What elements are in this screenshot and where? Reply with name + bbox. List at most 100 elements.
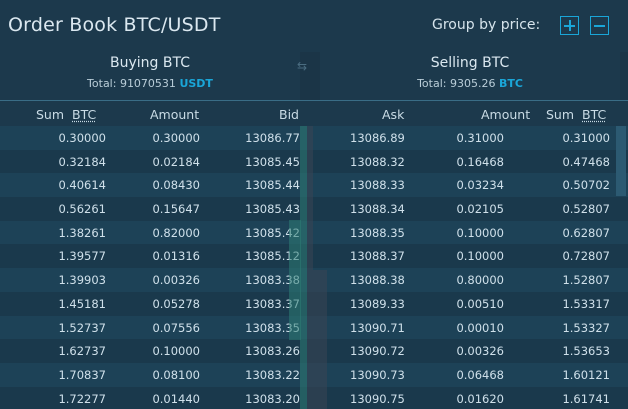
bid-header[interactable]: Bid [279,107,299,122]
ask-cell: 13088.37 [350,249,405,264]
sell-amount-header[interactable]: Amount [481,107,531,122]
buy-sum-cell: 0.32184 [58,154,106,169]
ask-cell: 13090.75 [350,391,405,406]
bid-cell: 13083.37 [245,296,300,311]
buying-title: Buying BTC [110,55,190,71]
buy-amount-cell: 0.01316 [152,249,200,264]
bid-cell: 13085.42 [245,225,300,240]
sell-amount-cell: 0.00326 [456,344,504,359]
ask-header[interactable]: Ask [382,107,405,122]
order-rows: 0.30000 0.30000 13086.77 13086.89 0.31000 0.3… [0,126,628,409]
sell-amount-cell: 0.10000 [456,249,504,264]
sell-amount-cell: 0.10000 [456,225,504,240]
ask-cell: 13090.71 [350,320,405,335]
bid-cell: 13085.45 [245,154,300,169]
sell-amount-cell: 0.00510 [456,296,504,311]
sell-sum-cell: 0.47468 [562,154,610,169]
ask-cell: 13088.33 [350,178,405,193]
ask-cell: 13088.34 [350,202,405,217]
sell-amount-cell: 0.16468 [456,154,504,169]
buy-amount-cell: 0.07556 [152,320,200,335]
sell-amount-cell: 0.03234 [456,178,504,193]
sell-sum-cell: 0.72807 [562,249,610,264]
ask-cell: 13088.32 [350,154,405,169]
buy-amount-cell: 0.30000 [152,131,200,145]
ask-depth-bar [307,126,313,409]
buy-sum-cell: 1.70837 [58,367,106,382]
buying-currency: USDT [179,77,213,90]
group-increase-button[interactable] [560,16,579,35]
buy-amount-cell: 0.00326 [152,273,200,288]
buy-sum-cell: 1.52737 [58,320,106,335]
buy-sum-cell: 0.56261 [58,202,106,217]
table-row[interactable]: 1.72277 0.01440 13083.20 13090.75 0.01620 1.6… [0,386,628,409]
ask-cell: 13090.72 [350,344,405,359]
buy-sum-cell: 1.39577 [58,249,106,264]
swap-arrows-icon[interactable]: ⇆ [297,59,308,73]
sell-sum-cell: 1.61741 [562,391,610,406]
bid-cell: 13085.43 [245,202,300,217]
buy-sum-cell: 1.38261 [58,225,106,240]
sell-sum-cell: 0.52807 [562,202,610,217]
sell-amount-cell: 0.02105 [456,202,504,217]
selling-currency: BTC [498,77,523,90]
table-row[interactable]: 0.32184 0.02184 13085.45 13088.32 0.16468 0.4… [0,149,628,174]
sell-sum-cell: 0.62807 [562,225,610,240]
sell-amount-cell: 0.06468 [456,367,504,382]
buy-amount-cell: 0.08430 [152,178,200,193]
ask-cell: 13088.35 [350,225,405,240]
bid-depth-bar [289,220,301,340]
ask-cell: 13090.73 [350,367,405,382]
buy-amount-cell: 0.05278 [152,296,200,311]
buy-sum-cell: 1.72277 [58,391,106,406]
sell-sum-cell: 0.50702 [562,178,610,193]
page-title: Order Book BTC/USDT [8,14,221,36]
bid-depth-bar [300,126,307,409]
sell-amount-cell: 0.80000 [456,273,504,288]
table-row[interactable]: 0.56261 0.15647 13085.43 13088.34 0.02105 0.5… [0,197,628,221]
sell-amount-cell: 0.00010 [456,320,504,335]
sell-sum-cell: 1.53317 [562,296,610,311]
buy-amount-cell: 0.08100 [152,367,200,382]
bid-cell: 13086.77 [245,131,300,145]
sell-sum-cell: 1.53327 [562,320,610,335]
table-row[interactable]: 1.38261 0.82000 13085.42 13088.35 0.10000 0.6… [0,220,628,245]
sell-sum-cell: 1.52807 [562,273,610,288]
minus-icon [594,25,605,27]
buy-amount-header[interactable]: Amount [150,107,200,122]
buying-header: Buying BTC Total: 91070531 USDT [0,52,300,100]
buy-amount-cell: 0.01440 [152,391,200,406]
ask-cell: 13086.89 [350,131,405,145]
bid-cell: 13083.38 [245,273,300,288]
bid-cell: 13083.22 [245,367,300,382]
ask-cell: 13088.38 [350,273,405,288]
bid-cell: 13085.44 [245,178,300,193]
buying-total: Total: 91070531 USDT [87,77,213,90]
buy-sum-cell: 0.40614 [58,178,106,193]
buy-amount-cell: 0.10000 [152,344,200,359]
sell-amount-cell: 0.31000 [456,131,504,145]
selling-total: Total: 9305.26 BTC [417,77,523,90]
group-by-label: Group by price: [432,17,541,33]
table-row[interactable]: 0.30000 0.30000 13086.77 13086.89 0.31000 0.3… [0,126,628,150]
table-row[interactable]: 0.40614 0.08430 13085.44 13088.33 0.03234 0.5… [0,173,628,198]
selling-title: Selling BTC [430,55,510,71]
sell-sum-header[interactable]: Sum BTC [546,107,607,122]
table-row[interactable]: 1.39577 0.01316 13085.12 13088.37 0.10000 0.7… [0,244,628,269]
sell-sum-cell: 0.31000 [562,131,610,145]
bid-cell: 13083.26 [245,344,300,359]
buy-sum-header[interactable]: Sum BTC [36,107,97,122]
buy-sum-cell: 1.39903 [58,273,106,288]
selling-header: Selling BTC Total: 9305.26 BTC [320,52,620,100]
bid-cell: 13083.20 [245,391,300,406]
sell-amount-cell: 0.01620 [456,391,504,406]
scrollbar[interactable] [616,126,626,196]
order-book-header: Order Book BTC/USDT Group by price: [0,0,628,52]
group-decrease-button[interactable] [590,16,609,35]
buy-sum-cell: 1.62737 [58,344,106,359]
sell-sum-cell: 1.53653 [562,344,610,359]
buy-sum-cell: 0.30000 [58,131,106,145]
ask-depth-bar [313,270,327,409]
ask-cell: 13089.33 [350,296,405,311]
column-headers: Sum BTC Amount Bid Ask Amount Sum BTC [0,100,628,126]
